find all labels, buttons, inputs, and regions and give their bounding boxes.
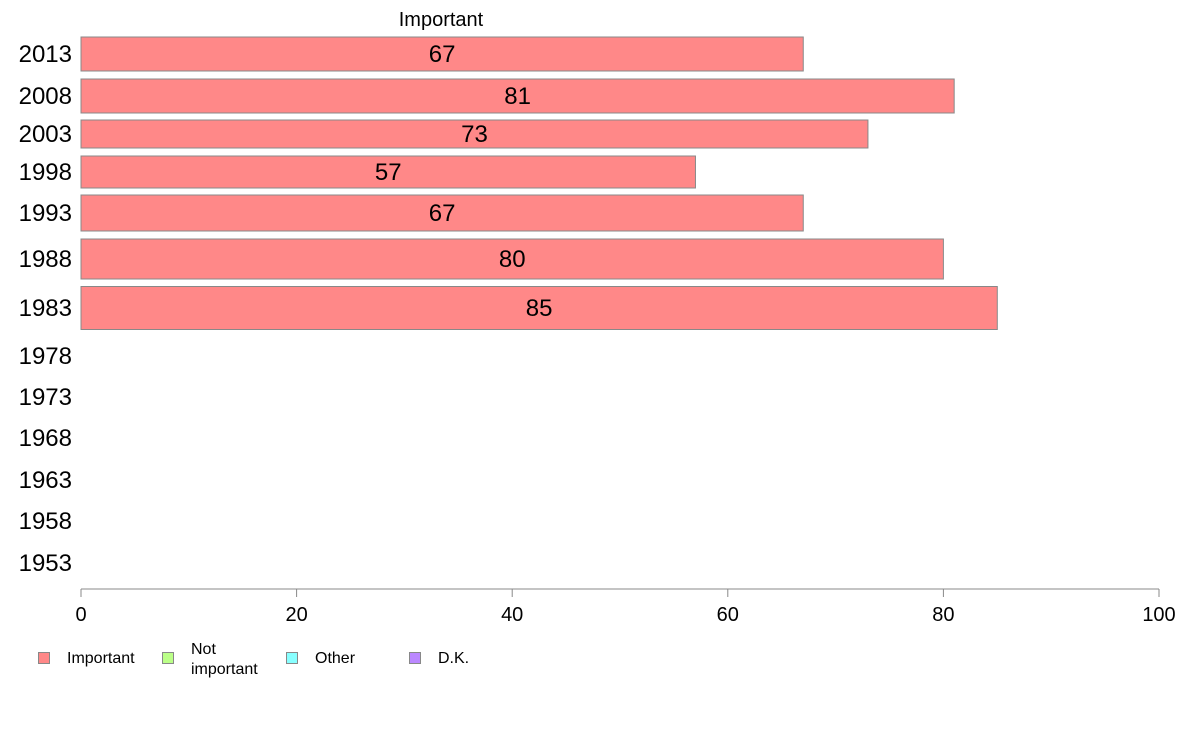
bar-value-label-1998: 57 xyxy=(375,159,402,186)
bar-1993 xyxy=(80,194,804,232)
bar-value-label-1988: 80 xyxy=(499,246,526,273)
legend-swatch-dk xyxy=(409,652,421,664)
legend-item-dk: D.K. xyxy=(409,640,523,669)
y-tick-label-1968: 1968 xyxy=(19,425,72,452)
legend-item-not-important: Not important xyxy=(162,640,269,680)
legend-swatch-other xyxy=(286,652,298,664)
x-tick-label-20: 20 xyxy=(285,604,307,626)
y-tick-label-1973: 1973 xyxy=(19,384,72,411)
y-tick-label-1988: 1988 xyxy=(19,246,72,273)
y-tick-label-2008: 2008 xyxy=(19,83,72,110)
y-tick-label-1953: 1953 xyxy=(19,550,72,577)
bar-1988 xyxy=(80,238,944,280)
legend-item-other: Other xyxy=(286,640,400,669)
bar-2003 xyxy=(80,119,869,149)
legend-label-dk: D.K. xyxy=(438,650,470,667)
bar-2013 xyxy=(80,36,804,72)
y-tick-label-1963: 1963 xyxy=(19,467,72,494)
y-tick-label-2013: 2013 xyxy=(19,41,72,68)
bar-1998 xyxy=(80,155,696,189)
bar-value-label-2003: 73 xyxy=(461,121,488,148)
legend-label-other: Other xyxy=(315,650,356,667)
legend: Important Not important Other D.K. xyxy=(38,640,1138,690)
bar-value-label-2013: 67 xyxy=(429,41,456,68)
y-axis-labels: 2013 2008 2003 1998 1993 1988 1983 1978 1973 1968… xyxy=(19,41,72,577)
legend-label-important: Important xyxy=(67,650,135,667)
y-tick-label-1983: 1983 xyxy=(19,295,72,322)
x-tick-label-80: 80 xyxy=(932,604,954,626)
legend-swatch-not-important xyxy=(162,652,174,664)
x-tick-label-40: 40 xyxy=(501,604,523,626)
bar-1983 xyxy=(80,286,998,330)
bar-2008 xyxy=(80,78,955,114)
bar-value-label-2008: 81 xyxy=(504,83,531,110)
y-tick-label-1998: 1998 xyxy=(19,159,72,186)
x-axis: 0 20 40 60 80 100 xyxy=(75,588,1176,626)
legend-label-not-important: Not important xyxy=(191,641,258,678)
y-tick-label-1978: 1978 xyxy=(19,343,72,370)
legend-item-important: Important xyxy=(38,640,152,669)
x-tick-label-60: 60 xyxy=(717,604,739,626)
x-tick-label-0: 0 xyxy=(75,604,86,626)
x-tick-label-100: 100 xyxy=(1142,604,1175,626)
y-tick-label-1958: 1958 xyxy=(19,508,72,535)
y-tick-label-2003: 2003 xyxy=(19,121,72,148)
bar-value-label-1993: 67 xyxy=(429,200,456,227)
chart-title: Important xyxy=(399,9,484,31)
legend-swatch-important xyxy=(38,652,50,664)
y-tick-label-1993: 1993 xyxy=(19,200,72,227)
bar-value-label-1983: 85 xyxy=(526,295,553,322)
